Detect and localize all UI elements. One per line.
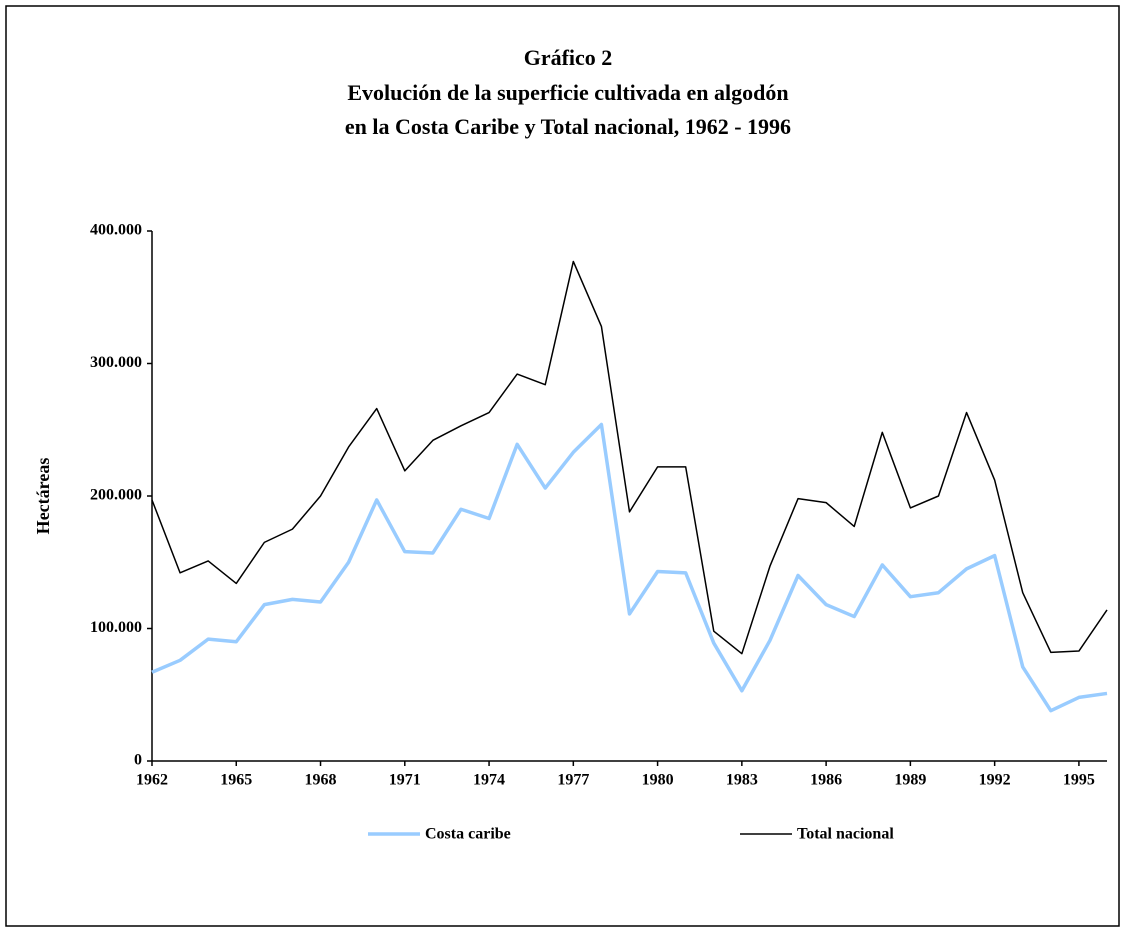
y-tick-label: 300.000 (90, 354, 142, 371)
y-tick-label: 200.000 (90, 487, 142, 504)
x-tick-label: 1992 (979, 772, 1011, 789)
x-tick-label: 1971 (389, 772, 421, 789)
x-tick-label: 1977 (557, 772, 589, 789)
x-tick-label: 1974 (473, 772, 505, 789)
x-tick-label: 1989 (894, 772, 926, 789)
x-tick-label: 1968 (305, 772, 337, 789)
series-line (151, 260, 1108, 655)
y-tick-label: 400.000 (90, 222, 142, 239)
y-axis-label: Hectáreas (33, 458, 53, 535)
chart-title: Gráfico 2 (524, 45, 613, 70)
x-tick-label: 1965 (220, 772, 252, 789)
x-tick-label: 1995 (1063, 772, 1095, 789)
chart-subtitle: en la Costa Caribe y Total nacional, 196… (345, 114, 791, 139)
x-tick-label: 1962 (136, 772, 168, 789)
chart-subtitle: Evolución de la superficie cultivada en … (347, 80, 788, 105)
y-tick-label: 100.000 (90, 619, 142, 636)
y-tick-label: 0 (134, 752, 142, 769)
x-tick-label: 1986 (810, 772, 842, 789)
x-tick-label: 1980 (642, 772, 674, 789)
x-tick-label: 1983 (726, 772, 758, 789)
legend-label: Costa caribe (425, 826, 511, 843)
legend-label: Total nacional (797, 826, 894, 843)
series-line (151, 422, 1108, 713)
